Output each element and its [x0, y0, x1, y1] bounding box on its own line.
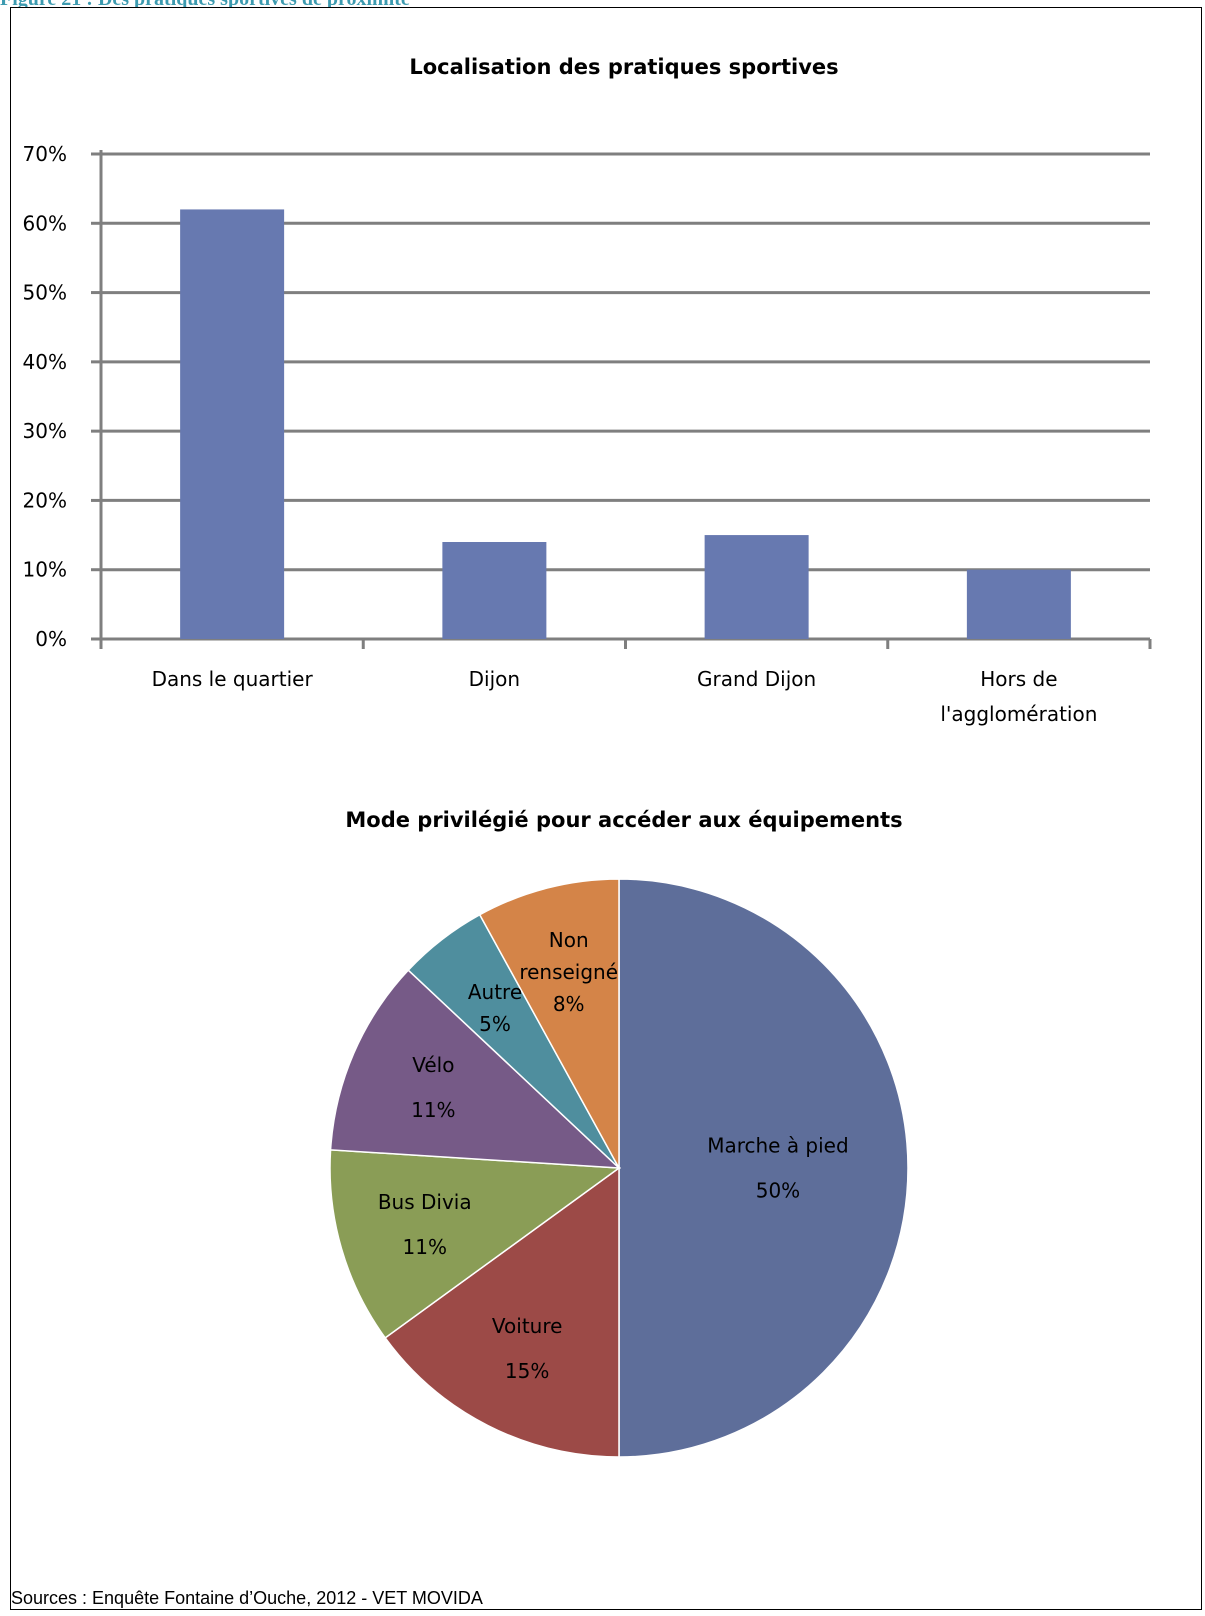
- x-category-label: Dijon: [469, 667, 520, 691]
- y-tick-label: 60%: [23, 211, 67, 235]
- bar: [704, 535, 809, 639]
- pie-category-label: renseigné: [519, 960, 618, 984]
- pie-value-label: 11%: [411, 1098, 455, 1122]
- bar-chart-title: Localisation des pratiques sportives: [409, 55, 838, 79]
- pie-category-label: Vélo: [412, 1053, 454, 1077]
- y-tick-label: 20%: [23, 488, 67, 512]
- y-tick-label: 10%: [23, 558, 67, 582]
- pie-labels: Marche à pied 50% Voiture 15% Bus Divia 11% Vé…: [378, 928, 849, 1383]
- bar: [442, 542, 547, 639]
- y-tick-label: 0%: [35, 627, 67, 651]
- pie-slice: [329, 969, 622, 1169]
- bar-chart: Localisation des pratiques sportives 0% 1…: [23, 55, 1152, 726]
- pie-slice: [384, 1166, 620, 1458]
- pie-category-label: Bus Divia: [378, 1190, 472, 1214]
- y-tick-label: 40%: [23, 350, 67, 374]
- pie-chart: Mode privilégié pour accéder aux équipem…: [329, 808, 909, 1458]
- pie-slice: [618, 878, 909, 1458]
- pie-category-label: Autre: [468, 980, 522, 1004]
- figure-frame: Localisation des pratiques sportives 0% 1…: [10, 7, 1202, 1610]
- pie-category-label: Non: [549, 928, 589, 952]
- pie-value-label: 50%: [756, 1179, 800, 1203]
- pie-category-label: Voiture: [492, 1314, 563, 1338]
- figure-heading: Figure 21 : Des pratiques sportives de p…: [0, 0, 410, 11]
- bars: [180, 209, 1071, 639]
- pie-value-label: 5%: [479, 1012, 511, 1036]
- source-note: Sources : Enquête Fontaine d’Ouche, 2012…: [11, 1588, 483, 1608]
- pie-slice: [329, 1149, 622, 1339]
- bar: [180, 209, 285, 639]
- y-tick-label: 70%: [23, 142, 67, 166]
- pie-slice: [478, 878, 620, 1169]
- x-category-label: Dans le quartier: [152, 667, 314, 691]
- x-category-label: Grand Dijon: [697, 667, 816, 691]
- y-tick-label: 30%: [23, 419, 67, 443]
- x-category-label: Hors de: [980, 667, 1057, 691]
- pie-chart-title: Mode privilégié pour accéder aux équipem…: [345, 808, 902, 832]
- pie-value-label: 11%: [403, 1235, 447, 1259]
- pie-value-label: 8%: [553, 992, 585, 1016]
- y-axis-tick-labels: 0% 10% 20% 30% 40% 50% 60% 70%: [23, 142, 67, 651]
- pie-value-label: 15%: [505, 1359, 549, 1383]
- x-axis-category-labels: Dans le quartier Dijon Grand Dijon Hors de l…: [152, 667, 1098, 726]
- y-tick-label: 50%: [23, 281, 67, 305]
- bar: [966, 569, 1071, 639]
- pie-category-label: Marche à pied: [707, 1134, 849, 1158]
- pie-slices: [329, 878, 909, 1458]
- x-category-label: l'agglomération: [940, 702, 1097, 726]
